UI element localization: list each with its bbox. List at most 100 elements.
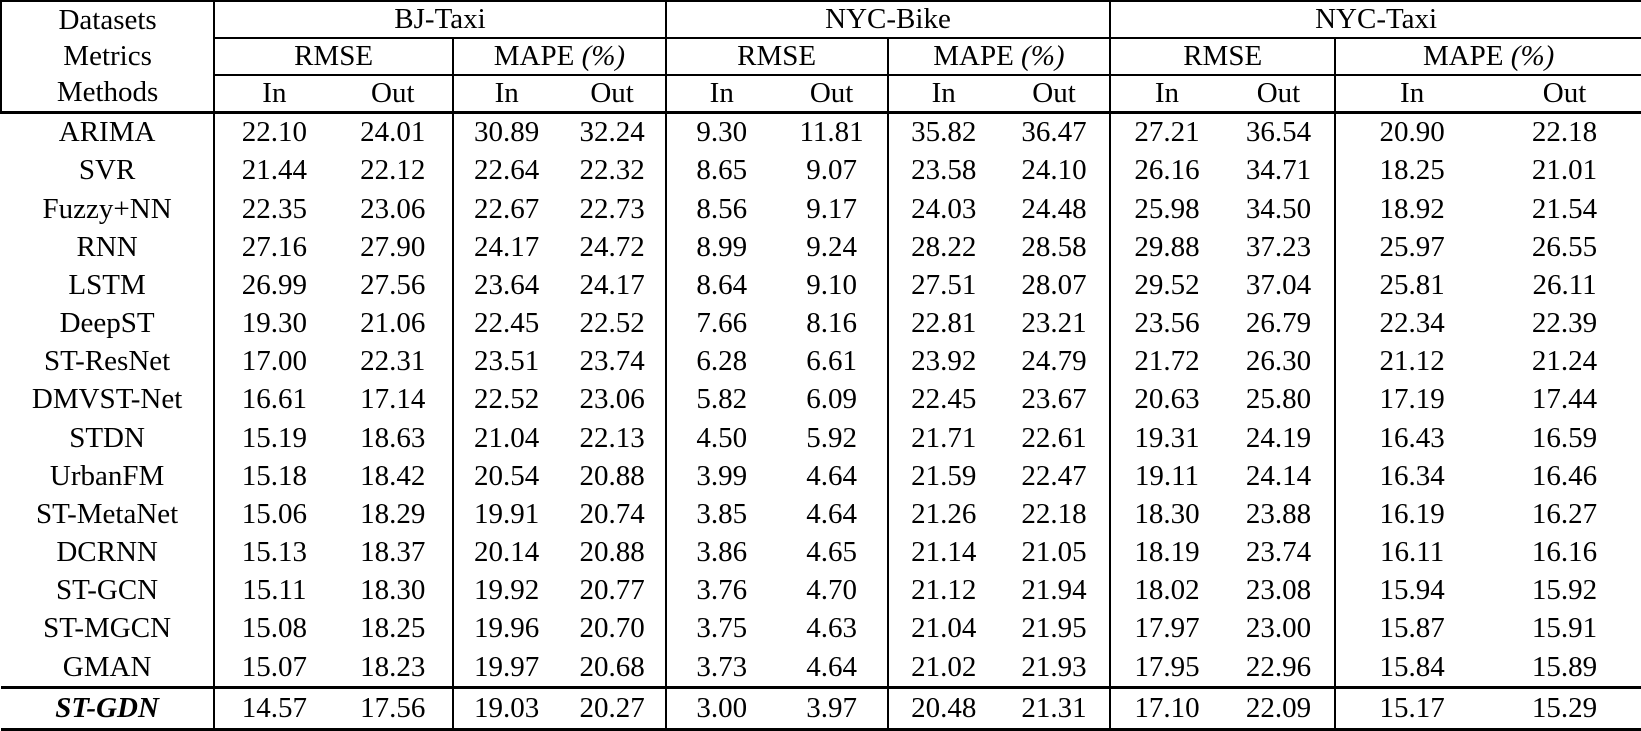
value-cell: 20.88: [579, 536, 645, 569]
value-cell: 22.13: [579, 421, 645, 454]
value-cell: 18.29: [360, 497, 426, 530]
value-cell: 15.08: [213, 609, 334, 648]
value-cell: 15.11: [213, 571, 334, 610]
value-cell: 37.04: [1245, 268, 1312, 301]
value-cell: 35.82: [886, 112, 999, 152]
value-cell: 6.09: [806, 383, 857, 416]
value-cell: 9.30: [664, 112, 777, 152]
value-cell: 25.98: [1109, 190, 1223, 229]
value-cell: 21.72: [1109, 342, 1223, 381]
method-name: UrbanFM: [49, 459, 165, 492]
value-cell: 18.25: [1334, 151, 1489, 191]
value-cell: 9.10: [806, 268, 857, 301]
metric-header-mape: MAPE (%): [1334, 38, 1641, 76]
value-cell: 15.94: [1334, 571, 1489, 610]
value-cell: 22.09: [1245, 692, 1312, 725]
value-cell: 18.63: [360, 421, 426, 454]
value-cell: 22.32: [579, 154, 645, 187]
table-row-highlighted: ST-GDN 14.57 17.56 19.03 20.27 3.00 3.97 20.48 2…: [1, 687, 1641, 730]
value-cell: 24.79: [1021, 345, 1087, 378]
corner-line-datasets: Datasets: [58, 4, 157, 37]
table-row: ST-GCN 15.11 18.30 19.92 20.77 3.76 4.70 21.12 2…: [1, 571, 1641, 610]
method-name: ST-GCN: [56, 574, 159, 607]
value-cell: 20.77: [579, 574, 645, 607]
value-cell: 7.66: [664, 304, 777, 343]
method-name: Fuzzy+NN: [42, 192, 172, 225]
method-name: DCRNN: [56, 536, 158, 569]
value-cell: 26.30: [1245, 345, 1312, 378]
value-cell: 22.81: [886, 304, 999, 343]
value-cell: 21.26: [886, 495, 999, 534]
value-cell: 29.88: [1109, 228, 1223, 267]
value-cell: 21.31: [1021, 692, 1087, 725]
table-row: DCRNN 15.13 18.37 20.14 20.88 3.86 4.65 21.14 21…: [1, 533, 1641, 572]
value-cell: 26.11: [1532, 268, 1597, 301]
subcol-header-in: In: [886, 75, 999, 114]
metric-header-mape: MAPE (%): [451, 38, 666, 76]
value-cell: 21.44: [213, 151, 334, 191]
value-cell: 34.71: [1245, 154, 1312, 187]
value-cell: 5.92: [806, 421, 857, 454]
value-cell: 23.92: [886, 342, 999, 381]
table-row: RNN 27.16 27.90 24.17 24.72 8.99 9.24 28.22 28.5…: [1, 228, 1641, 267]
dataset-header-nyc-bike: NYC-Bike: [664, 1, 1111, 39]
subcol-header-in: In: [1109, 75, 1223, 114]
value-cell: 18.23: [360, 650, 426, 683]
value-cell: 15.84: [1334, 647, 1489, 688]
subcol-header-out: Out: [333, 75, 453, 114]
value-cell: 16.27: [1531, 497, 1598, 530]
value-cell: 17.00: [213, 342, 334, 381]
value-cell: 27.16: [213, 228, 334, 267]
method-name: ST-GDN: [55, 692, 159, 725]
value-cell: 28.07: [1021, 268, 1087, 301]
value-cell: 22.64: [451, 151, 560, 191]
table-row: ST-MGCN 15.08 18.25 19.96 20.70 3.75 4.63 21.04…: [1, 609, 1641, 648]
value-cell: 18.19: [1109, 533, 1223, 572]
corner-cell: Datasets Metrics Methods: [0, 1, 215, 114]
value-cell: 34.50: [1245, 192, 1312, 225]
value-cell: 4.64: [806, 459, 857, 492]
value-cell: 4.65: [806, 536, 857, 569]
value-cell: 16.59: [1531, 421, 1598, 454]
corner-line-methods: Methods: [56, 76, 159, 109]
metric-header-rmse: RMSE: [664, 38, 888, 76]
value-cell: 15.06: [213, 495, 334, 534]
value-cell: 16.11: [1334, 533, 1489, 572]
value-cell: 26.99: [213, 266, 334, 305]
value-cell: 20.48: [886, 687, 999, 730]
value-cell: 15.92: [1531, 574, 1598, 607]
value-cell: 19.91: [451, 495, 560, 534]
table-header: Datasets Metrics Methods BJ-Taxi NYC-Bik…: [0, 1, 1641, 114]
value-cell: 23.56: [1109, 304, 1223, 343]
value-cell: 27.21: [1109, 112, 1223, 152]
value-cell: 23.67: [1021, 383, 1087, 416]
value-cell: 15.18: [213, 457, 334, 496]
value-cell: 22.52: [451, 380, 560, 419]
table-row: ARIMA 22.10 24.01 30.89 32.24 9.30 11.81 35.82 3…: [1, 112, 1641, 152]
value-cell: 22.96: [1245, 650, 1312, 683]
table-row: DeepST 19.30 21.06 22.45 22.52 7.66 8.16 22.81 2…: [1, 304, 1641, 343]
value-cell: 8.65: [664, 151, 777, 191]
method-name: DMVST-Net: [31, 383, 183, 416]
table-row: DMVST-Net 16.61 17.14 22.52 23.06 5.82 6.09 22.…: [1, 380, 1641, 419]
value-cell: 37.23: [1245, 230, 1312, 263]
value-cell: 14.57: [213, 687, 334, 730]
subcol-header-in: In: [451, 75, 560, 114]
value-cell: 19.11: [1109, 457, 1223, 496]
value-cell: 5.82: [664, 380, 777, 419]
value-cell: 22.61: [1021, 421, 1087, 454]
value-cell: 22.35: [213, 190, 334, 229]
value-cell: 3.76: [664, 571, 777, 610]
value-cell: 9.24: [806, 230, 857, 263]
value-cell: 21.05: [1021, 536, 1087, 569]
value-cell: 24.72: [579, 230, 645, 263]
value-cell: 24.14: [1245, 459, 1312, 492]
value-cell: 19.97: [451, 647, 560, 688]
value-cell: 21.12: [1334, 342, 1489, 381]
value-cell: 22.45: [886, 380, 999, 419]
value-cell: 22.39: [1531, 307, 1598, 340]
value-cell: 36.47: [1021, 116, 1087, 149]
value-cell: 15.13: [213, 533, 334, 572]
subcol-header-in: In: [1334, 75, 1489, 114]
